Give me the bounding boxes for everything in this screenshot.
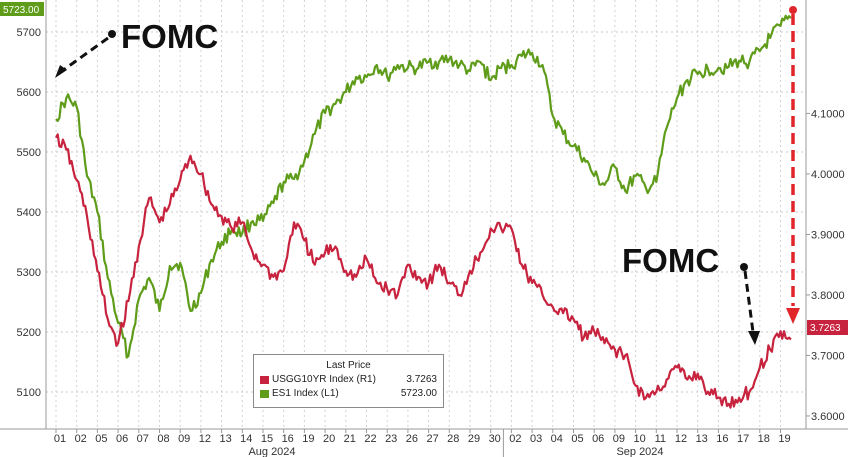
x-tick-label: 22: [364, 433, 376, 445]
last-value-tag-left-text: 5723.00: [3, 5, 40, 16]
fomc-arrow-top-dot: [108, 30, 116, 38]
fomc-arrow-bottom: [740, 263, 760, 345]
gridlines-horizontal: [46, 31, 806, 393]
x-tick-label: 12: [199, 433, 211, 445]
x-tick-label: 08: [157, 433, 169, 445]
x-tick-label: 13: [219, 433, 231, 445]
last-value-tag-left-bg: [0, 2, 44, 16]
x-axis-ticks: 01 02 05 06 07 08 09 12 13 14 15 16 19 20 21 22 23 26 27 28…: [54, 429, 791, 445]
x-tick-label: 28: [447, 433, 459, 445]
x-tick-label: 16: [282, 433, 294, 445]
x-tick-label: 10: [633, 433, 645, 445]
right-tick-label: 4.1000: [811, 108, 845, 120]
arrow-start-dot: [789, 6, 797, 14]
last-value-tag-left: 5723.00: [0, 2, 44, 16]
fomc-arrow-bottom-head: [748, 331, 760, 345]
fomc-arrow-bottom-dot: [740, 263, 748, 271]
fomc-arrow-top: [55, 30, 116, 78]
x-tick-label: 14: [240, 433, 252, 445]
month-labels: Aug 2024 Sep 2024: [248, 429, 664, 457]
left-tick-label: 5500: [17, 147, 41, 159]
series-layer: [55, 14, 792, 409]
x-tick-label: 18: [758, 433, 770, 445]
x-tick-label: 11: [655, 433, 666, 445]
right-axis-ticks: 3.6000 3.7000 3.8000 3.9000 4.0000 4.1000: [806, 108, 845, 423]
legend-name-es1: ES1 Index (L1): [272, 388, 339, 399]
x-tick-label: 19: [302, 433, 314, 445]
x-tick-label: 15: [261, 433, 273, 445]
x-tick-label: 30: [489, 433, 501, 445]
x-tick-label: 26: [406, 433, 418, 445]
left-tick-label: 5200: [17, 327, 41, 339]
legend-name-usgg10yr: USGG10YR Index (R1): [272, 374, 376, 385]
legend-value-es1: 5723.00: [400, 388, 437, 399]
left-tick-label: 5300: [17, 267, 41, 279]
x-tick-label: 05: [571, 433, 583, 445]
series-line-usgg10yr: [55, 133, 792, 409]
fomc-annotation-bottom: FOMC: [622, 242, 719, 279]
x-tick-label: 17: [737, 433, 749, 445]
x-tick-label: 06: [592, 433, 604, 445]
x-tick-label: 09: [613, 433, 625, 445]
x-tick-label: 05: [95, 433, 107, 445]
last-value-tag-right-text: 3.7263: [810, 323, 841, 334]
x-tick-label: 02: [509, 433, 521, 445]
left-tick-label: 5700: [17, 27, 41, 39]
red-dashed-arrow: [786, 6, 800, 324]
x-tick-label: 12: [675, 433, 687, 445]
x-tick-label: 01: [54, 433, 66, 445]
x-tick-label: 07: [137, 433, 149, 445]
x-tick-label: 09: [178, 433, 190, 445]
x-tick-label: 29: [468, 433, 480, 445]
fomc-arrow-bottom-shaft: [743, 270, 755, 333]
x-tick-label: 03: [530, 433, 542, 445]
left-tick-label: 5400: [17, 207, 41, 219]
x-tick-label: 06: [116, 433, 128, 445]
x-tick-label: 21: [344, 433, 356, 445]
x-tick-label: 27: [426, 433, 438, 445]
fomc-annotation-top: FOMC: [121, 18, 218, 55]
legend-box: Last Price USGG10YR Index (R1) 3.7263 ES…: [253, 354, 444, 408]
x-tick-label: 19: [778, 433, 790, 445]
x-tick-label: 13: [696, 433, 708, 445]
month-label-sep: Sep 2024: [616, 446, 663, 457]
x-tick-label: 02: [75, 433, 87, 445]
fomc-arrow-top-shaft: [61, 36, 109, 73]
x-tick-label: 23: [385, 433, 397, 445]
legend-value-usgg10yr: 3.7263: [406, 374, 437, 385]
arrow-head: [786, 308, 800, 324]
left-tick-label: 5100: [17, 387, 41, 399]
right-tick-label: 3.9000: [811, 229, 845, 241]
right-tick-label: 3.6000: [811, 411, 845, 423]
legend-item-es1: ES1 Index (L1) 5723.00: [254, 387, 443, 401]
legend-item-usgg10yr: USGG10YR Index (R1) 3.7263: [254, 373, 443, 387]
month-label-aug: Aug 2024: [248, 446, 295, 457]
x-tick-label: 16: [716, 433, 728, 445]
x-tick-label: 20: [323, 433, 335, 445]
right-tick-label: 3.7000: [811, 350, 845, 362]
x-tick-label: 04: [551, 433, 563, 445]
last-value-tag-right: 3.7263: [807, 320, 848, 335]
right-tick-label: 4.0000: [811, 169, 845, 181]
left-axis-ticks: 5100 5200 5300 5400 5500 5600 5700: [17, 27, 41, 399]
legend-swatch-es1: [260, 390, 269, 398]
legend-swatch-usgg10yr: [260, 376, 269, 384]
left-tick-label: 5600: [17, 87, 41, 99]
series-line-es1: [55, 14, 792, 359]
fomc-arrow-top-head: [55, 65, 67, 78]
legend-title: Last Price: [326, 360, 371, 371]
right-tick-label: 3.8000: [811, 290, 845, 302]
last-value-tag-right-bg: [807, 320, 848, 335]
